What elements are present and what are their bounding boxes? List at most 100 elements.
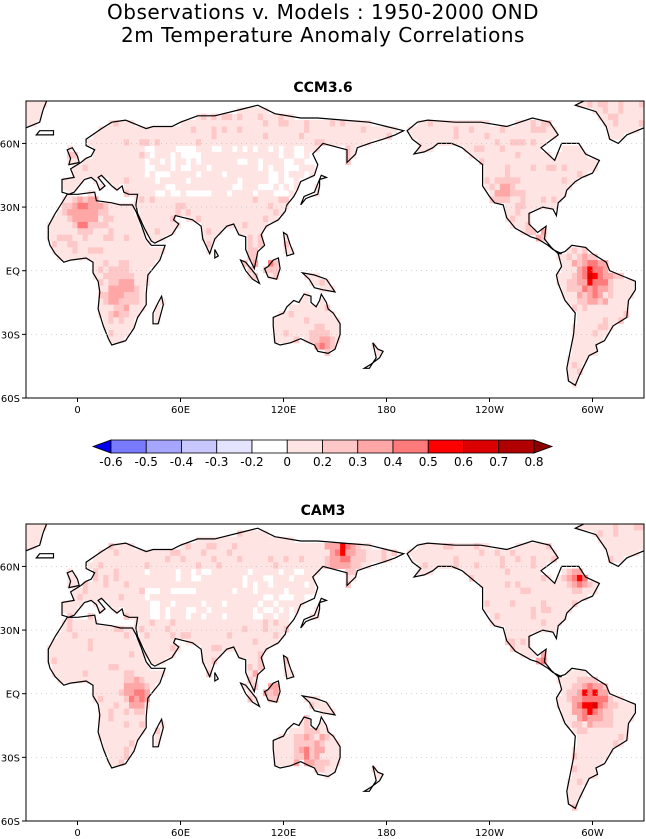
- heatmap-cell: [108, 151, 114, 159]
- heatmap-cell: [432, 543, 439, 550]
- heatmap-cell: [211, 562, 217, 569]
- heatmap-cell: [103, 202, 109, 210]
- heatmap-cell: [62, 253, 68, 261]
- heatmap-cell: [237, 632, 243, 639]
- heatmap-cell: [103, 746, 109, 754]
- heatmap-cell: [252, 638, 259, 646]
- heatmap-cell: [638, 101, 644, 108]
- heatmap-cell: [597, 708, 604, 716]
- heatmap-cell: [170, 644, 176, 652]
- heatmap-cell: [541, 549, 547, 557]
- heatmap-cell: [247, 587, 253, 595]
- heatmap-cell: [571, 765, 578, 773]
- heatmap-cell: [257, 594, 264, 601]
- heatmap-cell: [129, 304, 135, 312]
- heatmap-cell: [525, 215, 532, 223]
- heatmap-cell: [613, 530, 619, 538]
- heatmap-cell: [293, 120, 300, 127]
- coastline-eurasia: [61, 527, 406, 694]
- heatmap-cell: [170, 228, 176, 236]
- heatmap-cell: [278, 613, 284, 620]
- heatmap-cell: [175, 581, 181, 589]
- heatmap-cell: [479, 139, 485, 146]
- heatmap-cell: [638, 120, 644, 127]
- heatmap-cell: [221, 126, 228, 134]
- heatmap-cell: [77, 234, 84, 242]
- heatmap-cell: [618, 727, 624, 735]
- heatmap-cell: [139, 241, 145, 248]
- heatmap-cell: [175, 562, 181, 569]
- heatmap-cell: [602, 708, 609, 716]
- heatmap-cell: [190, 126, 197, 134]
- heatmap-cell: [206, 177, 212, 185]
- heatmap-cell: [592, 260, 599, 267]
- heatmap-cell: [170, 594, 176, 601]
- heatmap-cell: [582, 734, 588, 741]
- heatmap-cell: [257, 221, 264, 229]
- heatmap-cell: [247, 562, 253, 569]
- coastline-africa: [47, 191, 166, 346]
- heatmap-cell: [134, 734, 140, 741]
- heatmap-cell: [329, 323, 336, 331]
- heatmap-cell: [201, 139, 207, 146]
- heatmap-cell: [587, 101, 593, 108]
- heatmap-cell: [129, 272, 135, 280]
- heatmap-cell: [628, 285, 635, 293]
- heatmap-cell: [582, 311, 588, 318]
- heatmap-cell: [571, 784, 578, 792]
- heatmap-cell: [134, 260, 140, 267]
- heatmap-cell: [123, 644, 130, 652]
- heatmap-cell: [247, 266, 253, 274]
- heatmap-cell: [314, 342, 320, 350]
- heatmap-cell: [206, 158, 212, 166]
- heatmap-cell: [319, 740, 326, 748]
- heatmap-cell: [283, 759, 290, 767]
- heatmap-cell: [582, 753, 588, 760]
- heatmap-cell: [561, 145, 568, 153]
- heatmap-cell: [571, 721, 578, 729]
- heatmap-cell: [129, 721, 135, 729]
- heatmap-cell: [602, 734, 609, 741]
- heatmap-cell: [134, 221, 140, 229]
- heatmap-cell: [319, 323, 326, 331]
- heatmap-cell: [154, 145, 161, 153]
- heatmap-cell: [129, 727, 135, 735]
- heatmap-cell: [597, 689, 604, 697]
- colorbar-label: 0.5: [419, 455, 438, 469]
- heatmap-cell: [108, 689, 114, 697]
- heatmap-cell: [98, 279, 104, 286]
- heatmap-cell: [283, 600, 290, 608]
- heatmap-cell: [587, 342, 593, 350]
- heatmap-cell: [597, 714, 604, 722]
- heatmap-cell: [587, 158, 593, 166]
- heatmap-cell: [324, 342, 331, 350]
- heatmap-cell: [288, 562, 295, 569]
- heatmap-cell: [304, 727, 310, 735]
- heatmap-cell: [427, 132, 434, 140]
- heatmap-cell: [134, 568, 140, 576]
- heatmap-cell: [257, 619, 264, 627]
- heatmap-cell: [201, 145, 207, 153]
- heatmap-cell: [298, 543, 305, 550]
- heatmap-cell: [273, 543, 279, 550]
- heatmap-cell: [129, 209, 135, 216]
- heatmap-cell: [134, 695, 140, 703]
- heatmap-cell: [237, 190, 243, 197]
- heatmap-cell: [180, 171, 187, 178]
- heatmap-cell: [587, 349, 593, 356]
- heatmap-cell: [108, 587, 114, 595]
- heatmap-cell: [479, 120, 485, 127]
- heatmap-cell: [134, 151, 140, 159]
- heatmap-cell: [195, 126, 202, 134]
- heatmap-cell: [577, 349, 583, 356]
- heatmap-cell: [206, 562, 212, 569]
- heatmap-cell: [613, 298, 619, 306]
- heatmap-cell: [566, 702, 573, 709]
- heatmap-cell: [226, 132, 233, 140]
- heatmap-cell: [206, 113, 212, 121]
- coastline-new-zealand: [362, 765, 384, 792]
- heatmap-cell: [92, 139, 99, 146]
- heatmap-cell: [613, 279, 619, 286]
- heatmap-cell: [237, 606, 243, 614]
- heatmap-cell: [123, 708, 130, 716]
